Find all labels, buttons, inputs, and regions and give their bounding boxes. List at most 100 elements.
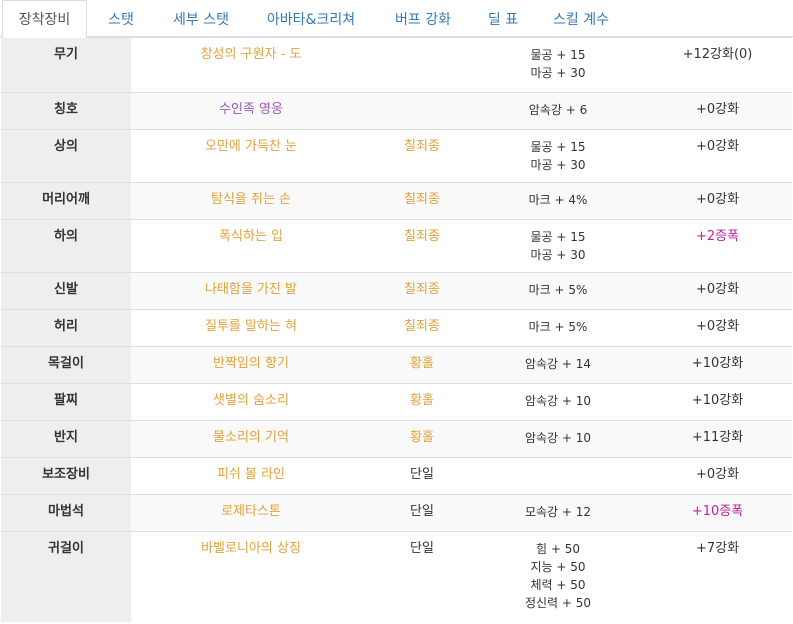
tab-avatar-creature[interactable]: 아바타&크리쳐 bbox=[266, 11, 356, 28]
set-name: 황홀 bbox=[371, 383, 473, 421]
set-name: 황홀 bbox=[371, 346, 473, 384]
slot-label: 허리 bbox=[1, 309, 131, 347]
stat-line: 물공 + 15 bbox=[530, 140, 586, 154]
stat-line: 물공 + 15 bbox=[530, 48, 586, 62]
enhance-level: +0강화 bbox=[643, 92, 792, 130]
set-name: 황홀 bbox=[371, 420, 473, 458]
item-stats: 암속강 + 10 bbox=[473, 383, 643, 421]
item-stats: 물공 + 15 마공 + 30 bbox=[473, 37, 643, 93]
stat-line: 마공 + 30 bbox=[530, 248, 586, 262]
slot-label: 상의 bbox=[1, 129, 131, 183]
enhance-level: +0강화 bbox=[643, 309, 792, 347]
tab-equipment[interactable]: 장착장비 bbox=[2, 0, 87, 38]
slot-label: 귀걸이 bbox=[1, 531, 131, 622]
table-row: 하의 폭식하는 입 칠죄종 물공 + 15 마공 + 30 +2증폭 bbox=[1, 219, 792, 273]
stat-line: 물공 + 15 bbox=[530, 230, 586, 244]
item-stats: 물공 + 15 마공 + 30 bbox=[473, 219, 643, 273]
item-name: 수인족 영웅 bbox=[131, 92, 371, 130]
item-name: 반짝임의 향기 bbox=[131, 346, 371, 384]
table-row: 반지 물소리의 기억 황홀 암속강 + 10 +11강화 bbox=[1, 420, 792, 458]
enhance-level: +10강화 bbox=[643, 383, 792, 421]
stat-line: 암속강 + 10 bbox=[524, 394, 592, 408]
slot-label: 신발 bbox=[1, 272, 131, 310]
stat-line: 모속강 + 12 bbox=[524, 505, 592, 519]
item-name: 창성의 구원자 - 도 bbox=[131, 37, 371, 93]
item-stats: 모속강 + 12 bbox=[473, 494, 643, 532]
item-name: 오만에 가득찬 눈 bbox=[131, 129, 371, 183]
set-name bbox=[371, 92, 473, 130]
enhance-level: +2증폭 bbox=[643, 219, 792, 273]
set-name: 칠죄종 bbox=[371, 272, 473, 310]
enhance-level: +0강화 bbox=[643, 272, 792, 310]
item-name: 바벨로니아의 상징 bbox=[131, 531, 371, 622]
set-name: 단일 bbox=[371, 531, 473, 622]
table-row: 목걸이 반짝임의 향기 황홀 암속강 + 14 +10강화 bbox=[1, 346, 792, 384]
item-name: 탐식을 쥐는 손 bbox=[131, 182, 371, 220]
stat-line: 마크 + 5% bbox=[528, 320, 588, 334]
table-row: 허리 질투를 말하는 혀 칠죄종 마크 + 5% +0강화 bbox=[1, 309, 792, 347]
set-name: 칠죄종 bbox=[371, 219, 473, 273]
enhance-level: +7강화 bbox=[643, 531, 792, 622]
stat-line: 암속강 + 10 bbox=[524, 431, 592, 445]
table-row: 상의 오만에 가득찬 눈 칠죄종 물공 + 15 마공 + 30 +0강화 bbox=[1, 129, 792, 183]
item-stats: 마크 + 5% bbox=[473, 272, 643, 310]
item-stats: 암속강 + 6 bbox=[473, 92, 643, 130]
item-name: 질투를 말하는 혀 bbox=[131, 309, 371, 347]
item-name: 로제타스톤 bbox=[131, 494, 371, 532]
item-name: 피쉬 볼 라인 bbox=[131, 457, 371, 495]
stat-line: 지능 + 50 bbox=[530, 560, 586, 574]
tab-buff-enhance[interactable]: 버프 강화 bbox=[395, 11, 451, 28]
slot-label: 보조장비 bbox=[1, 457, 131, 495]
slot-label: 팔찌 bbox=[1, 383, 131, 421]
slot-label: 칭호 bbox=[1, 92, 131, 130]
stat-line: 마공 + 30 bbox=[530, 66, 586, 80]
stat-line: 마크 + 4% bbox=[528, 193, 588, 207]
tab-detail-stats[interactable]: 세부 스탯 bbox=[173, 11, 229, 28]
slot-label: 무기 bbox=[1, 37, 131, 93]
set-name bbox=[371, 37, 473, 93]
set-name: 단일 bbox=[371, 457, 473, 495]
item-stats: 마크 + 5% bbox=[473, 309, 643, 347]
enhance-level: +10증폭 bbox=[643, 494, 792, 532]
item-name: 물소리의 기억 bbox=[131, 420, 371, 458]
slot-label: 반지 bbox=[1, 420, 131, 458]
enhance-level: +12강화(0) bbox=[643, 37, 792, 93]
tab-damage-table[interactable]: 딜 표 bbox=[487, 11, 519, 28]
set-name: 단일 bbox=[371, 494, 473, 532]
tab-bar: 장착장비 스탯 세부 스탯 아바타&크리쳐 버프 강화 딜 표 스킬 계수 bbox=[0, 0, 793, 38]
table-row: 귀걸이 바벨로니아의 상징 단일 힘 + 50 지능 + 50 체력 + 50 … bbox=[1, 531, 792, 622]
stat-line: 암속강 + 14 bbox=[524, 357, 592, 371]
item-stats: 마크 + 4% bbox=[473, 182, 643, 220]
item-stats: 암속강 + 14 bbox=[473, 346, 643, 384]
enhance-level: +10강화 bbox=[643, 346, 792, 384]
table-row: 팔찌 샛별의 숨소리 황홀 암속강 + 10 +10강화 bbox=[1, 383, 792, 421]
stat-line: 마크 + 5% bbox=[528, 283, 588, 297]
table-row: 무기 창성의 구원자 - 도 물공 + 15 마공 + 30 +12강화(0) bbox=[1, 37, 792, 93]
tab-skill-coefficient[interactable]: 스킬 계수 bbox=[553, 11, 609, 28]
table-row: 보조장비 피쉬 볼 라인 단일 +0강화 bbox=[1, 457, 792, 495]
item-name: 샛별의 숨소리 bbox=[131, 383, 371, 421]
slot-label: 하의 bbox=[1, 219, 131, 273]
item-stats: 힘 + 50 지능 + 50 체력 + 50 정신력 + 50 bbox=[473, 531, 643, 622]
table-row: 칭호 수인족 영웅 암속강 + 6 +0강화 bbox=[1, 92, 792, 130]
item-name: 나태함을 가진 발 bbox=[131, 272, 371, 310]
enhance-level: +0강화 bbox=[643, 182, 792, 220]
set-name: 칠죄종 bbox=[371, 309, 473, 347]
stat-line: 힘 + 50 bbox=[536, 542, 580, 556]
stat-line: 체력 + 50 bbox=[530, 578, 586, 592]
set-name: 칠죄종 bbox=[371, 182, 473, 220]
item-stats bbox=[473, 457, 643, 495]
table-row: 마법석 로제타스톤 단일 모속강 + 12 +10증폭 bbox=[1, 494, 792, 532]
slot-label: 머리어깨 bbox=[1, 182, 131, 220]
stat-line: 암속강 + 6 bbox=[528, 103, 588, 117]
tab-stats[interactable]: 스탯 bbox=[108, 11, 134, 28]
enhance-level: +0강화 bbox=[643, 129, 792, 183]
table-row: 머리어깨 탐식을 쥐는 손 칠죄종 마크 + 4% +0강화 bbox=[1, 182, 792, 220]
table-row: 신발 나태함을 가진 발 칠죄종 마크 + 5% +0강화 bbox=[1, 272, 792, 310]
item-stats: 암속강 + 10 bbox=[473, 420, 643, 458]
slot-label: 목걸이 bbox=[1, 346, 131, 384]
stat-line: 정신력 + 50 bbox=[524, 596, 592, 610]
enhance-level: +11강화 bbox=[643, 420, 792, 458]
stat-line: 마공 + 30 bbox=[530, 158, 586, 172]
set-name: 칠죄종 bbox=[371, 129, 473, 183]
